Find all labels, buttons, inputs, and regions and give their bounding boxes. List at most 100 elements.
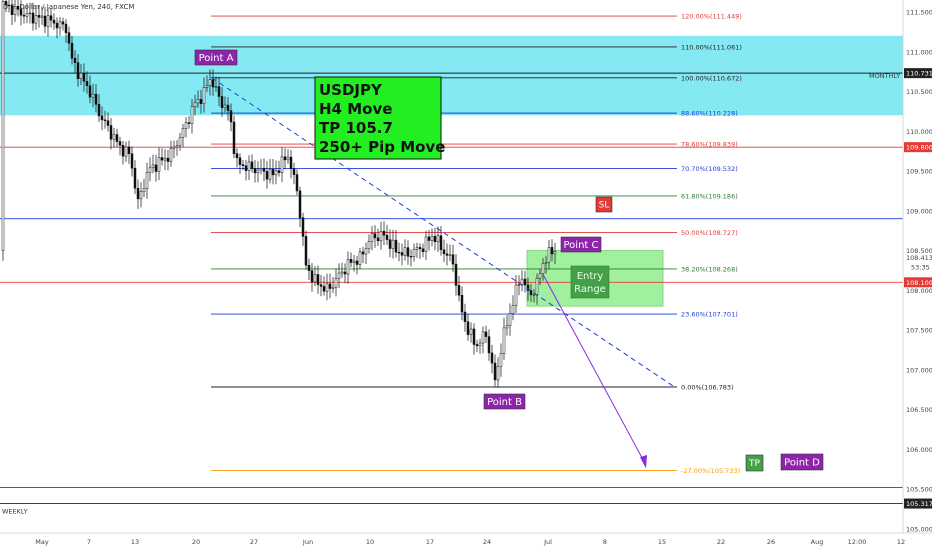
candle-body-168	[505, 325, 509, 329]
candle-body-63	[190, 106, 194, 124]
candle-body-73	[220, 96, 224, 108]
candle-body-175	[526, 284, 530, 291]
candle-body-161	[484, 331, 488, 337]
candle-body-174	[523, 278, 527, 286]
candle-body-55	[166, 157, 170, 162]
point-c-label-bg	[560, 236, 602, 253]
candle-body-98	[295, 174, 299, 192]
candle-body-4	[13, 5, 17, 15]
candle-body-150	[451, 254, 455, 265]
fib-label-3: 88.60%(110.228)	[681, 110, 738, 118]
candle-body-143	[430, 236, 434, 241]
candle-body-160	[481, 331, 485, 344]
candle-body-65	[196, 99, 200, 104]
y-tick-8: 107.500	[906, 327, 932, 335]
candle-body-15	[46, 15, 50, 27]
candle-body-1	[4, 1, 8, 6]
candle-body-93	[280, 156, 284, 173]
x-label-3: 20	[192, 538, 200, 546]
x-label-15: 12:00	[848, 538, 867, 546]
price-tag-5: 105.317	[906, 500, 932, 508]
candle-body-105	[316, 274, 320, 285]
candle-body-128	[385, 234, 389, 240]
fib-label-5: 70.70%(109.532)	[681, 165, 738, 173]
fib-label-6: 61.80%(109.186)	[681, 192, 738, 200]
fib-label-2: 100.00%(110.672)	[681, 74, 742, 82]
candle-body-13	[40, 15, 44, 18]
candle-body-141	[424, 236, 428, 252]
fib-levels-layer: 120.00%(111.449) 110.00%(111.061) 100.00%(…	[211, 13, 742, 475]
x-label-1: 7	[87, 538, 91, 546]
fib-label-9: 23.60%(107.701)	[681, 311, 738, 319]
candle-body-164	[493, 362, 497, 381]
candle-body-82	[247, 161, 251, 172]
candle-body-171	[514, 284, 518, 306]
candle-body-118	[355, 260, 359, 265]
candle-body-119	[358, 251, 362, 265]
candle-body-47	[142, 188, 146, 192]
candle-body-2	[7, 4, 11, 7]
candle-body-139	[418, 247, 422, 250]
candle-body-23	[70, 42, 74, 59]
y-tick-5: 109.000	[906, 207, 932, 215]
candle-body-172	[517, 284, 521, 286]
sl-label: SL	[599, 201, 610, 211]
candle-body-86	[259, 168, 263, 171]
candle-body-91	[274, 170, 278, 176]
weekly-label: WEEKLY	[2, 508, 28, 516]
candle-body-130	[391, 239, 395, 249]
x-label-8: 24	[483, 538, 491, 546]
price-tag-1: 109.800	[906, 144, 932, 152]
candle-body-41	[124, 146, 128, 157]
candle-body-32	[97, 104, 101, 117]
zones-layer	[0, 35, 903, 307]
candle-body-110	[331, 286, 335, 289]
candle-body-17	[52, 19, 56, 24]
candle-body-54	[163, 157, 167, 161]
candle-body-106	[319, 284, 323, 287]
candle-body-158	[475, 344, 479, 347]
time-axis: May 7 13 20 27 Jun 10 17 24 Jul 8 15 22 26 Aug 12:00 12	[0, 532, 932, 546]
x-label-14: Aug	[811, 538, 824, 546]
candle-body-177	[532, 294, 536, 296]
candle-body-27	[82, 72, 86, 82]
candle-body-99	[298, 190, 302, 218]
candle-body-48	[145, 172, 149, 189]
candle-body-44	[133, 167, 137, 189]
overlay-layer: Point A Point B Point C Point D SL TP Entry Ran…	[194, 49, 824, 472]
point-c-label: Point C	[564, 240, 599, 251]
candle-body-42	[127, 146, 131, 154]
candle-body-45	[136, 188, 140, 200]
y-tick-3: 110.000	[906, 128, 932, 136]
candle-body-66	[199, 99, 203, 104]
candle-body-29	[88, 85, 92, 98]
candle-body-40	[121, 144, 125, 157]
point-a-label: Point A	[199, 53, 234, 64]
y-tick-1: 111.000	[906, 48, 932, 56]
candle-body-165	[496, 366, 500, 381]
candle-body-117	[352, 260, 356, 263]
candle-body-102	[307, 264, 311, 271]
candle-body-125	[376, 237, 380, 242]
candle-body-145	[436, 235, 440, 243]
candle-body-140	[421, 248, 425, 252]
price-tag-bg-0	[904, 68, 932, 79]
x-label-13: 26	[767, 538, 775, 546]
x-label-10: 8	[603, 538, 607, 546]
candle-body-84	[253, 168, 257, 174]
candle-body-80	[241, 164, 245, 166]
fib-label-7: 50.00%(108.727)	[681, 229, 738, 237]
y-tick-6: 108.500	[906, 247, 932, 255]
candle-body-57	[172, 146, 176, 149]
candle-body-7	[22, 14, 26, 17]
candle-body-68	[205, 85, 209, 88]
candle-body-26	[79, 72, 83, 79]
candle-body-124	[373, 233, 377, 239]
candle-body-16	[49, 15, 53, 21]
candle-body-147	[442, 249, 446, 255]
headline-line-2: TP 105.7	[319, 119, 393, 137]
projection-line	[542, 274, 647, 466]
candle-body-144	[433, 236, 437, 243]
candle-body-88	[265, 171, 269, 180]
